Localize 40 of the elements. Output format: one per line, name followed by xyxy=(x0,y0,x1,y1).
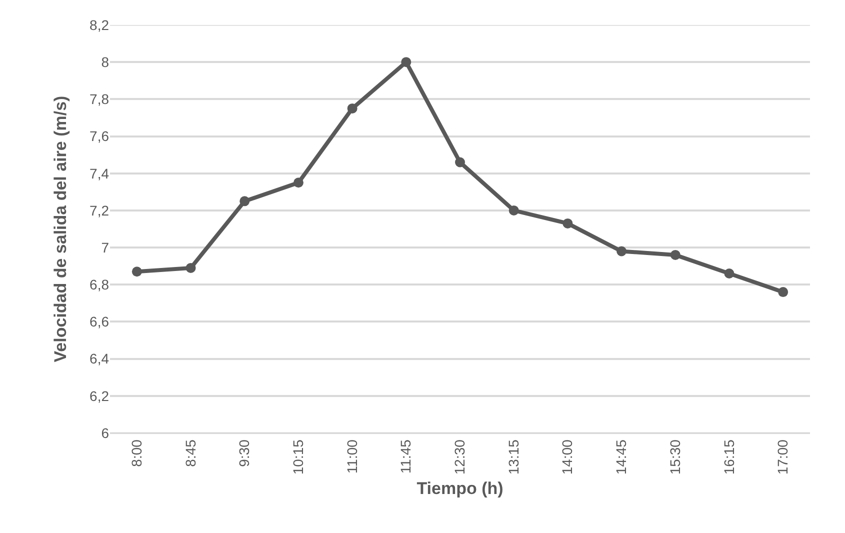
x-tick-label: 10:15 xyxy=(290,439,306,475)
point xyxy=(401,57,412,68)
x-tick-label: 14:00 xyxy=(559,439,576,475)
point xyxy=(724,268,734,279)
point xyxy=(616,246,627,256)
point xyxy=(132,266,142,277)
y-tick-label: 7,2 xyxy=(90,202,110,218)
x-tick-label: 17:00 xyxy=(774,439,791,475)
y-tick-label: 6,8 xyxy=(90,276,110,293)
y-tick-label: 6,6 xyxy=(90,314,110,330)
x-tick-label: 14:45 xyxy=(613,439,630,475)
x-axis-title: Tiempo (h) xyxy=(416,479,504,498)
x-tick-label: 12:30 xyxy=(452,439,468,475)
point xyxy=(778,287,788,298)
point xyxy=(455,157,465,168)
point xyxy=(670,250,680,260)
y-axis-title: Velocidad de salida del aire (m/s) xyxy=(51,96,70,362)
point xyxy=(508,205,519,216)
x-tick-label: 8:45 xyxy=(182,439,198,467)
y-tick-label: 7,6 xyxy=(90,128,110,144)
y-tick-label: 7 xyxy=(101,239,110,256)
x-tick-label: 11:00 xyxy=(344,439,360,474)
y-tick-label: 8,2 xyxy=(90,16,110,33)
x-tick-label: 9:30 xyxy=(236,439,252,467)
y-tick-label: 7,4 xyxy=(90,165,110,182)
x-tick-label: 11:45 xyxy=(398,439,414,474)
y-tick-label: 6,2 xyxy=(90,388,110,404)
y-tick-label: 7,8 xyxy=(90,91,110,108)
x-tick-label: 15:30 xyxy=(666,439,683,475)
y-tick-label: 8 xyxy=(101,54,110,70)
x-tick-label: 13:15 xyxy=(505,439,522,475)
y-tick-label: 6 xyxy=(101,424,110,441)
point xyxy=(293,178,304,188)
x-tick-label: 8:00 xyxy=(128,439,144,467)
point xyxy=(562,218,573,228)
point xyxy=(347,103,358,114)
point xyxy=(186,262,196,273)
point xyxy=(240,196,250,206)
y-tick-label: 6,4 xyxy=(90,350,110,367)
x-tick-label: 16:15 xyxy=(720,439,737,475)
